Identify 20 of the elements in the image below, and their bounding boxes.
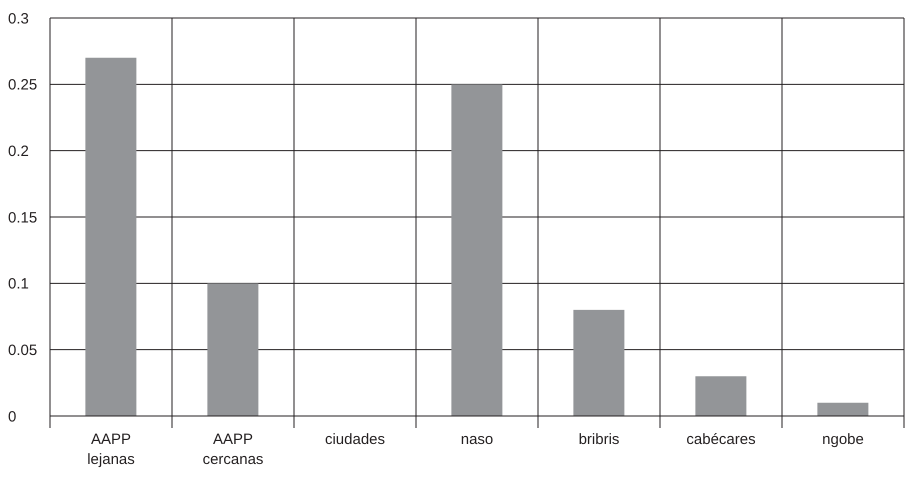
x-tick-label: bribris [578,431,620,448]
y-tick-label: 0.15 [8,209,38,226]
bar [695,376,746,416]
bar [573,310,624,416]
bar [817,402,868,416]
x-tick-label: ngobe [822,431,864,448]
y-tick-label: 0 [8,408,16,426]
y-tick-label: 0.3 [8,10,29,28]
x-tick-label: cabécares [686,431,756,448]
bar [451,84,502,416]
y-tick-label: 0.1 [8,276,29,293]
y-tick-label: 0.05 [8,342,38,359]
y-tick-label: 0.2 [8,142,29,160]
x-tick-label: naso [460,431,494,448]
x-tick-label: AAPP lejanas [87,431,135,468]
bar [207,283,258,416]
y-tick-label: 0.25 [8,76,38,94]
bar [85,58,136,416]
x-tick-label: ciudades [324,431,386,448]
x-tick-label: AAPP cercanas [202,431,264,468]
